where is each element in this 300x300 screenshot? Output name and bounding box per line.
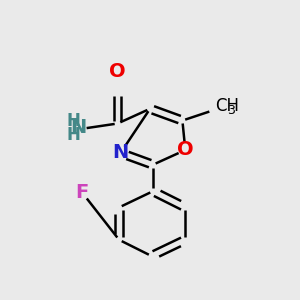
Text: H: H [67, 126, 80, 144]
Text: 3: 3 [227, 104, 235, 117]
Text: N: N [70, 118, 87, 137]
Text: CH: CH [215, 98, 239, 116]
Text: H: H [67, 112, 80, 130]
Text: N: N [112, 143, 129, 162]
Text: O: O [177, 140, 194, 160]
Text: O: O [109, 62, 126, 81]
Text: F: F [76, 183, 89, 202]
